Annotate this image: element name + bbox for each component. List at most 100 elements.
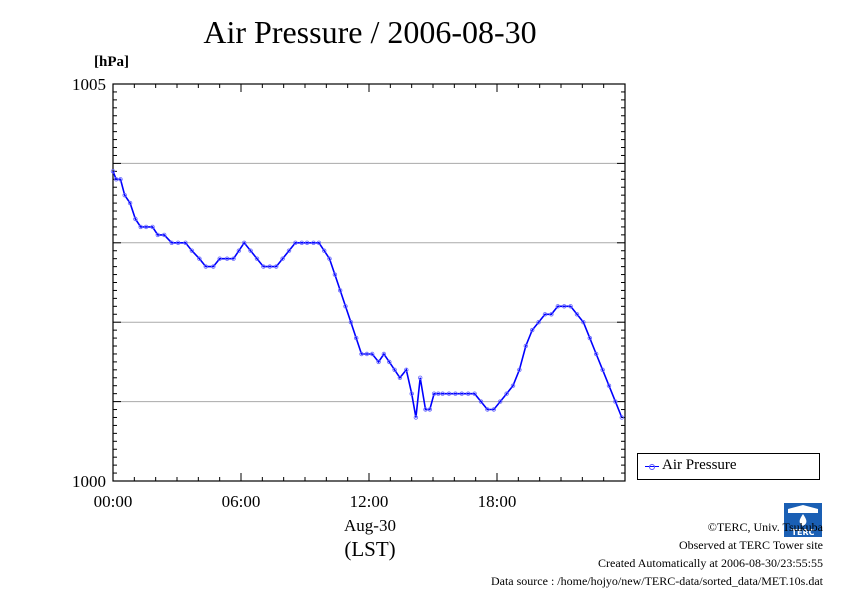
data-point [267,264,272,269]
x-tick-label: 12:00 [350,492,389,511]
y-tick-label-min: 1000 [72,472,106,491]
data-point [555,304,560,309]
series-air-pressure [110,169,624,420]
x-tick-label: 06:00 [222,492,261,511]
data-point [574,312,580,317]
series-line [112,171,623,418]
data-point [211,264,216,269]
data-point [600,367,605,372]
data-point [197,256,202,261]
data-point [133,216,138,222]
data-point [316,240,322,245]
data-point [293,240,298,245]
data-point [175,240,181,245]
data-point [431,391,437,396]
data-point [581,320,586,325]
data-point [304,240,310,245]
data-point [409,391,414,396]
data-point [183,240,188,245]
data-point [224,256,230,261]
data-point [143,224,149,230]
y-axis-tick-labels: 1005 1000 [72,75,106,491]
data-point [189,248,195,253]
x-axis-date-label: Aug-30 [344,516,396,535]
data-point [236,248,242,253]
data-point [110,169,116,174]
data-point [343,304,348,309]
x-axis-unit-label: (LST) [344,537,396,561]
data-point [370,351,375,357]
data-point [387,359,392,365]
terc-logo: TERC [784,503,822,537]
legend-label: Air Pressure [662,457,737,473]
data-point [613,399,618,404]
credit-site: Observed at TERC Tower site [678,538,823,552]
data-point [118,177,123,182]
data-point [491,407,496,412]
logo-text: TERC [792,528,815,537]
plot-frame [112,83,626,482]
data-point [254,256,260,261]
data-point [138,224,143,230]
data-point [231,256,236,261]
data-point [459,391,464,396]
data-point [498,399,503,404]
data-point [354,335,359,341]
data-point [127,200,133,206]
x-tick-label: 00:00 [94,492,133,511]
data-point [549,312,554,317]
data-point [466,391,471,396]
data-point [299,240,304,245]
data-point [485,407,490,412]
data-point [446,391,452,396]
data-point [150,224,155,230]
data-point [122,192,127,198]
legend-marker-swatch [649,464,655,470]
x-tick-label: 18:00 [478,492,517,511]
data-point [332,272,338,277]
x-axis-ticks [112,83,626,482]
data-point [280,256,285,261]
data-point [113,177,119,182]
data-point [203,264,208,269]
data-point [606,383,612,388]
data-point [413,415,419,420]
data-point [440,391,445,396]
data-point [536,320,541,325]
data-point [397,375,403,380]
data-point [169,240,174,245]
data-point [376,359,381,365]
data-point [359,351,364,357]
data-point [286,248,292,253]
data-point [261,264,266,269]
data-point [327,256,332,261]
y-axis-unit-label: [hPa] [94,54,129,70]
data-point [530,327,535,333]
data-point [562,304,567,309]
data-point [155,232,160,238]
data-point [619,415,624,420]
legend: Air Pressure [637,453,820,480]
data-point [510,383,516,388]
data-point [523,343,528,349]
credit-source: Data source : /home/hojyo/new/TERC-data/… [490,574,823,588]
data-point [427,407,432,412]
y-tick-label-max: 1005 [72,75,106,94]
data-point [542,312,548,317]
data-point [587,335,592,341]
chart-title: Air Pressure / 2006-08-30 [203,14,537,50]
data-point [436,391,441,396]
data-point [453,391,458,396]
data-point [322,248,327,253]
data-point [423,407,428,412]
data-point [161,232,167,238]
grid-lines [113,162,625,403]
data-point [568,304,573,309]
data-point [504,391,509,396]
data-point [517,367,522,372]
credit-copyright: ©TERC, Univ. Tsukuba [707,520,823,534]
data-point [217,256,222,261]
data-point [248,248,253,253]
data-point [274,264,279,269]
